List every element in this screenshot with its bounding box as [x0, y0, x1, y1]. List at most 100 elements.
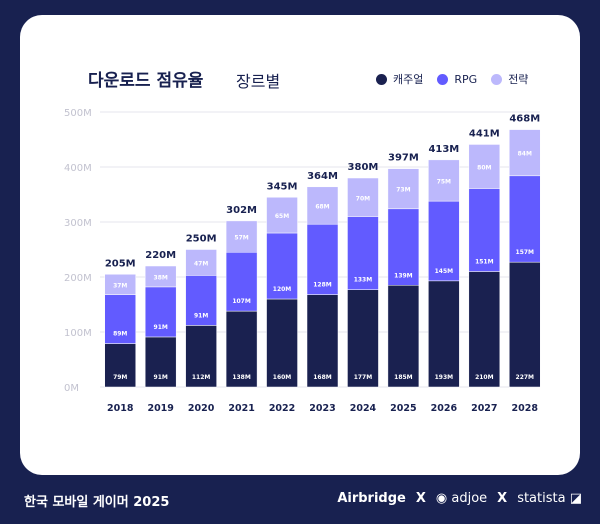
- y-tick-label: 400M: [64, 163, 92, 174]
- data-label: 157M: [516, 249, 535, 256]
- legend-label: RPG: [454, 72, 478, 86]
- total-label: 413M: [428, 144, 459, 155]
- chart-subtitle: 장르별: [236, 72, 281, 91]
- data-label: 227M: [516, 374, 535, 381]
- y-tick-label: 100M: [64, 328, 92, 339]
- bar-segment: [509, 175, 541, 263]
- x-tick-label: 2024: [350, 403, 377, 414]
- data-label: 133M: [354, 277, 373, 284]
- bar-segment: [468, 144, 501, 189]
- data-label: 112M: [192, 374, 211, 381]
- data-label: 145M: [435, 268, 454, 275]
- y-tick-label: 0M: [64, 383, 79, 394]
- data-label: 38M: [154, 274, 168, 281]
- data-label: 210M: [475, 374, 494, 381]
- legend-swatch: [491, 73, 503, 85]
- data-label: 193M: [435, 374, 454, 381]
- x-tick-label: 2023: [309, 403, 335, 414]
- bar-segment: [347, 177, 379, 217]
- data-label: 37M: [113, 282, 127, 289]
- adjoe-text: adjoe: [451, 491, 488, 506]
- total-label: 250M: [186, 234, 217, 245]
- total-label: 380M: [348, 162, 379, 173]
- bar-segment: [104, 294, 136, 344]
- data-label: 73M: [396, 187, 410, 194]
- bar-segment: [509, 261, 541, 388]
- data-label: 65M: [275, 213, 289, 220]
- bar-segment: [306, 186, 339, 225]
- bar-segment: [387, 208, 420, 286]
- total-label: 364M: [307, 171, 338, 182]
- x-tick-label: 2028: [512, 403, 539, 414]
- legend-item-strategy: 전략: [491, 71, 528, 87]
- bar-segment: [225, 252, 258, 312]
- total-label: 441M: [469, 128, 500, 139]
- bar-segment: [387, 285, 420, 388]
- adjoe-logo: ◉ adjoe: [435, 491, 488, 506]
- legend-label: 전략: [508, 73, 529, 86]
- data-label: 91M: [154, 374, 168, 381]
- data-label: 151M: [475, 259, 494, 266]
- bar-segment: [185, 275, 217, 326]
- separator: X: [497, 491, 508, 506]
- legend-label: 캐주얼: [393, 73, 424, 86]
- bar-segment: [144, 336, 177, 388]
- data-label: 107M: [232, 298, 251, 305]
- bar-segment: [509, 129, 541, 177]
- partner-logos: Airbridge X ◉ adjoe X statista ◪: [337, 491, 582, 506]
- bar-segment: [306, 223, 339, 295]
- data-label: 68M: [315, 204, 329, 211]
- bar-segment: [266, 232, 298, 300]
- x-tick-label: 2019: [147, 403, 173, 414]
- legend: 캐주얼 RPG 전략: [376, 71, 528, 87]
- y-tick-label: 500M: [64, 108, 92, 119]
- data-label: 91M: [154, 324, 168, 331]
- total-label: 468M: [509, 114, 540, 125]
- bar-segment: [266, 197, 298, 234]
- total-label: 345M: [267, 181, 298, 192]
- x-tick-label: 2021: [228, 403, 254, 414]
- x-tick-label: 2018: [107, 403, 134, 414]
- data-label: 84M: [518, 151, 532, 158]
- bar-segment: [428, 280, 460, 388]
- legend-swatch: [437, 73, 449, 85]
- x-tick-label: 2025: [390, 403, 416, 414]
- bar-segment: [185, 325, 217, 388]
- y-tick-label: 200M: [64, 273, 92, 284]
- bar-segment: [185, 249, 217, 276]
- bar-segment: [428, 159, 460, 202]
- data-label: 177M: [354, 374, 373, 381]
- data-label: 47M: [194, 260, 208, 267]
- bar-segment: [468, 271, 501, 388]
- data-label: 160M: [273, 374, 292, 381]
- footer-title: 한국 모바일 게이머 2025: [24, 495, 170, 510]
- chart-title: 다운로드 점유율: [88, 71, 204, 91]
- data-label: 139M: [394, 272, 413, 279]
- data-label: 91M: [194, 312, 208, 319]
- data-label: 75M: [437, 178, 451, 185]
- bar-segment: [225, 310, 258, 388]
- bar-segment: [347, 289, 379, 388]
- legend-item-rpg: RPG: [437, 71, 477, 87]
- data-label: 79M: [113, 374, 127, 381]
- data-label: 185M: [394, 374, 413, 381]
- data-label: 120M: [273, 286, 292, 293]
- bar-segment: [387, 168, 420, 210]
- data-label: 138M: [232, 374, 251, 381]
- data-label: 128M: [313, 282, 332, 289]
- x-tick-label: 2020: [188, 403, 215, 414]
- x-tick-label: 2026: [431, 403, 458, 414]
- bar-segment: [144, 286, 177, 338]
- data-label: 168M: [313, 374, 332, 381]
- data-label: 57M: [234, 235, 248, 242]
- total-label: 302M: [226, 205, 257, 216]
- bar-segment: [144, 265, 177, 288]
- legend-swatch: [376, 73, 387, 85]
- total-label: 397M: [388, 153, 419, 164]
- separator: X: [415, 491, 426, 506]
- bar-segment: [104, 343, 136, 388]
- y-tick-label: 300M: [64, 218, 92, 229]
- legend-item-casual: 캐주얼: [376, 71, 423, 87]
- data-label: 70M: [356, 195, 370, 202]
